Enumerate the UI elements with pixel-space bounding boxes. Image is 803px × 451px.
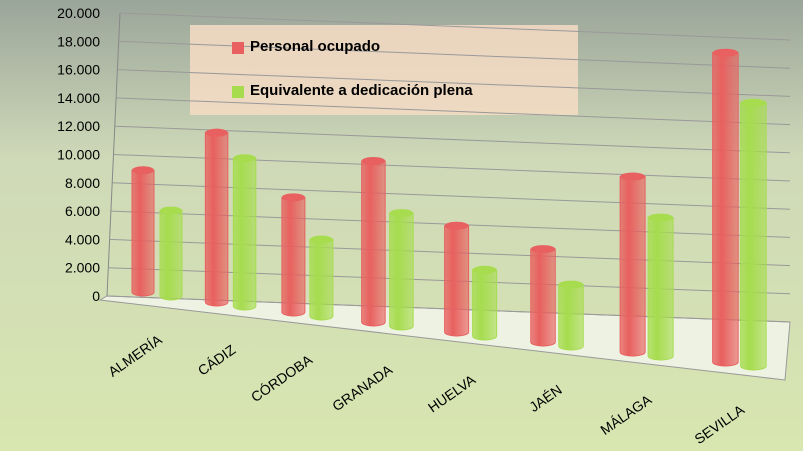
bar-top [558, 280, 584, 289]
legend-swatch [232, 42, 244, 54]
y-tick-label: 16.000 [57, 62, 100, 78]
y-tick-label: 14.000 [57, 90, 100, 106]
bar [619, 176, 646, 357]
bar-top [389, 209, 414, 218]
bar [232, 157, 257, 311]
grid-line [117, 69, 791, 97]
bar [472, 269, 498, 341]
bar [740, 102, 767, 371]
grid-line [118, 40, 791, 69]
bar-top [361, 156, 386, 165]
bar [159, 210, 183, 301]
grid-line [114, 125, 791, 154]
bar [444, 225, 470, 337]
bar-top [160, 206, 182, 215]
y-tick-label: 8.000 [65, 175, 100, 191]
bar [712, 52, 739, 367]
bar-top [444, 221, 469, 230]
grid-line [119, 12, 791, 41]
y-tick-label: 4.000 [65, 231, 100, 247]
bar [204, 132, 229, 307]
bar [389, 212, 414, 331]
bar [309, 239, 334, 321]
bar-top [233, 154, 256, 163]
legend-swatch [232, 86, 244, 98]
bar [530, 248, 556, 347]
legend-box [190, 25, 578, 115]
grid-line [116, 97, 791, 126]
bar [361, 160, 386, 327]
bar-top [530, 245, 556, 254]
bar-top [472, 265, 497, 274]
bar-top [648, 213, 674, 222]
bar-top [712, 48, 739, 57]
bar-top [281, 193, 305, 202]
bar-top [132, 166, 154, 175]
bar-top [309, 235, 333, 244]
legend-label: Equivalente a dedicación plena [250, 82, 473, 99]
legend-label: Personal ocupado [250, 38, 380, 55]
y-tick-label: 10.000 [57, 147, 100, 163]
y-tick-label: 18.000 [57, 33, 100, 49]
y-tick-label: 20.000 [57, 5, 100, 21]
bar [558, 284, 584, 351]
bar-top [205, 128, 228, 137]
bar [281, 196, 306, 317]
y-tick-label: 0 [92, 288, 100, 304]
bar-top [620, 172, 646, 181]
y-tick-label: 6.000 [65, 203, 100, 219]
bar [647, 217, 674, 361]
y-tick-label: 2.000 [65, 260, 100, 276]
bar [131, 169, 155, 297]
y-tick-label: 12.000 [57, 118, 100, 134]
bar-top [740, 98, 767, 107]
